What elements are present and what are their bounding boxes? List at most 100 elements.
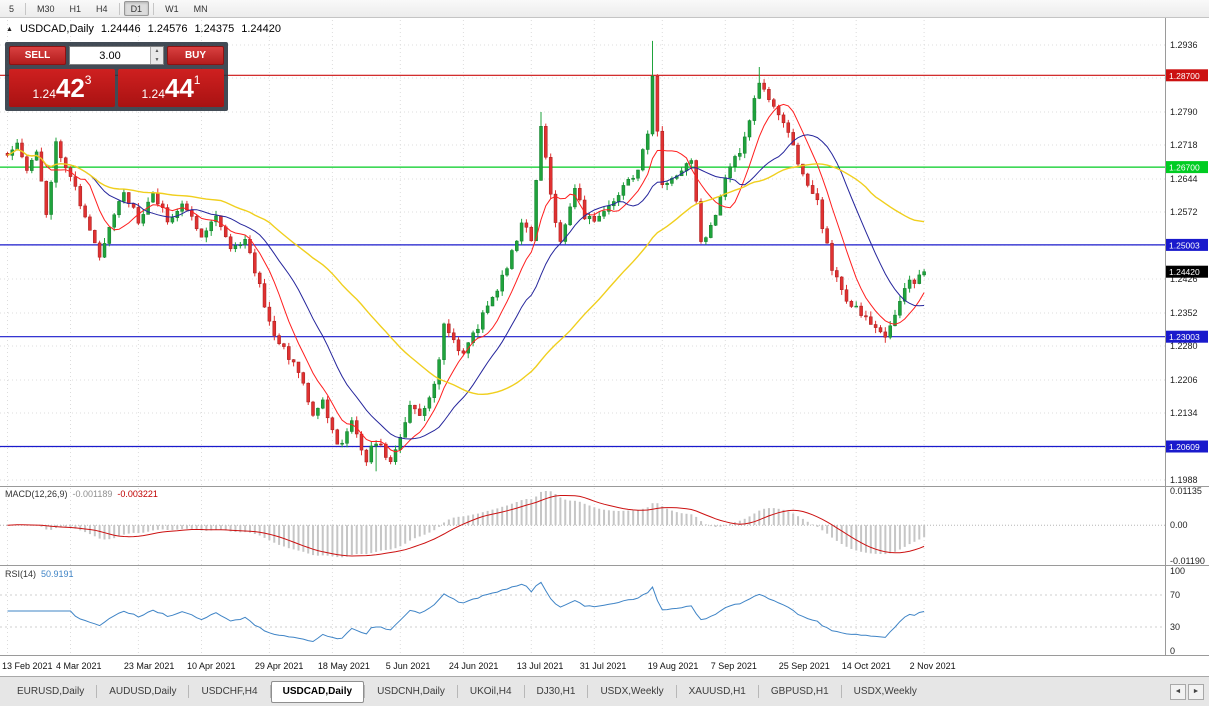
timeframe-button-h4[interactable]: H4 — [89, 1, 115, 16]
toolbar-separator — [25, 2, 27, 15]
price-badge-1-25003: 1.25003 — [1166, 238, 1208, 251]
ma-line-fast — [7, 103, 925, 453]
volume-increase-button[interactable]: ▲ — [154, 48, 160, 54]
svg-text:1.2644: 1.2644 — [1170, 174, 1198, 184]
svg-text:70: 70 — [1170, 590, 1180, 600]
date-label: 31 Jul 2021 — [580, 661, 627, 671]
tab-separator — [757, 685, 759, 698]
date-label: 25 Sep 2021 — [779, 661, 830, 671]
date-label: 23 Mar 2021 — [124, 661, 175, 671]
chart-tab-usdchf-h4-2[interactable]: USDCHF,H4 — [201, 685, 258, 697]
date-label: 13 Feb 2021 — [2, 661, 53, 671]
timeframe-button-h1[interactable]: H1 — [63, 1, 89, 16]
timeframe-button-5[interactable]: 5 — [2, 1, 21, 16]
svg-text:1.2134: 1.2134 — [1170, 408, 1198, 418]
chart-tab-xauusd-h1-8[interactable]: XAUUSD,H1 — [688, 685, 746, 697]
svg-text:0.01135: 0.01135 — [1170, 486, 1202, 496]
chart-title: ▲ USDCAD,Daily 1.24446 1.24576 1.24375 1… — [6, 23, 281, 35]
timeframe-button-w1[interactable]: W1 — [158, 1, 186, 16]
volume-input[interactable] — [70, 47, 150, 64]
svg-text:30: 30 — [1170, 622, 1180, 632]
chart-tab-gbpusd-h1-9[interactable]: GBPUSD,H1 — [770, 685, 829, 697]
current-price-badge: 1.24420 — [1166, 265, 1208, 278]
price-badge-1-23003: 1.23003 — [1166, 330, 1208, 343]
horizontal-level-lines — [0, 74, 1165, 448]
price-chart-canvas[interactable]: 1.29361.28641.27901.27181.26441.25721.25… — [0, 18, 1209, 676]
chart-tab-usdx-weekly-10[interactable]: USDX,Weekly — [853, 685, 917, 697]
volume-decrease-button[interactable]: ▼ — [154, 56, 160, 63]
tab-separator — [840, 685, 842, 698]
ma-line-slow — [7, 148, 925, 396]
svg-text:0.00: 0.00 — [1170, 520, 1188, 530]
tab-separator — [269, 685, 271, 698]
ohlc-close: 1.24420 — [241, 23, 281, 35]
svg-text:1.26700: 1.26700 — [1169, 163, 1200, 173]
chart-tab-usdx-weekly-7[interactable]: USDX,Weekly — [600, 685, 664, 697]
chart-tab-usdcad-daily-3[interactable]: USDCAD,Daily — [270, 680, 365, 703]
rsi-line — [7, 581, 925, 643]
svg-text:1.2936: 1.2936 — [1170, 40, 1198, 50]
date-label: 18 May 2021 — [318, 661, 370, 671]
chart-tab-audusd-daily-1[interactable]: AUDUSD,Daily — [109, 685, 177, 697]
date-label: 10 Apr 2021 — [187, 661, 236, 671]
buy-button[interactable]: BUY — [167, 46, 224, 65]
chart-tab-ukoil-h4-5[interactable]: UKOil,H4 — [469, 685, 512, 697]
chart-tabs-bar: EURUSD,Daily AUDUSD,Daily USDCHF,H4 USDCAD,… — [0, 676, 1209, 706]
buy-price-display[interactable]: 1.24 44 1 — [118, 69, 224, 107]
chart-area[interactable]: 1.29361.28641.27901.27181.26441.25721.25… — [0, 18, 1209, 676]
tabs-scroll-controls: ◄ ► — [1170, 683, 1209, 700]
timeframe-button-d1[interactable]: D1 — [123, 1, 150, 16]
buy-price-sup: 1 — [193, 73, 201, 87]
tab-separator — [523, 685, 525, 698]
collapse-arrow-icon[interactable]: ▲ — [6, 25, 13, 33]
date-label: 29 Apr 2021 — [255, 661, 304, 671]
chart-tab-eurusd-daily-0[interactable]: EURUSD,Daily — [17, 685, 85, 697]
svg-text:1.24420: 1.24420 — [1169, 267, 1200, 277]
price-badge-1-20609: 1.20609 — [1166, 440, 1208, 453]
timeframe-button-m30[interactable]: M30 — [30, 1, 62, 16]
timeframe-button-mn[interactable]: MN — [187, 1, 215, 16]
ohlc-high: 1.24576 — [147, 23, 188, 35]
tab-separator — [675, 685, 677, 698]
svg-text:-0.01190: -0.01190 — [1170, 556, 1205, 566]
buy-price-big: 44 — [164, 73, 194, 103]
toolbar-separator — [153, 2, 155, 15]
date-label: 14 Oct 2021 — [842, 661, 891, 671]
chart-tab-usdcnh-daily-4[interactable]: USDCNH,Daily — [377, 685, 445, 697]
date-label: 19 Aug 2021 — [648, 661, 699, 671]
date-label: 24 Jun 2021 — [449, 661, 499, 671]
svg-text:1.20609: 1.20609 — [1169, 442, 1200, 452]
svg-text:1.28700: 1.28700 — [1169, 71, 1200, 81]
ohlc-low: 1.24375 — [194, 23, 235, 35]
date-axis-labels: 13 Feb 2021 4 Mar 2021 23 Mar 2021 10 Apr 2… — [2, 661, 956, 671]
chart-tab-dj30-h1-6[interactable]: DJ30,H1 — [536, 685, 576, 697]
tabs-scroll-right-icon[interactable]: ► — [1188, 683, 1204, 700]
macd-signal-value: -0.003221 — [117, 489, 158, 499]
svg-text:1.23003: 1.23003 — [1169, 332, 1200, 342]
rsi-name: RSI(14) — [5, 569, 37, 579]
svg-text:1.2572: 1.2572 — [1170, 207, 1198, 217]
macd-indicator-label: MACD(12,26,9) -0.001189 -0.003221 — [5, 489, 158, 499]
tab-separator — [188, 685, 190, 698]
sell-button[interactable]: SELL — [9, 46, 66, 65]
svg-text:1.2206: 1.2206 — [1170, 375, 1198, 385]
svg-text:100: 100 — [1170, 566, 1185, 576]
tab-separator — [456, 685, 458, 698]
date-label: 4 Mar 2021 — [56, 661, 102, 671]
sell-price-display[interactable]: 1.24 42 3 — [9, 69, 115, 107]
svg-text:1.2280: 1.2280 — [1170, 341, 1198, 351]
chart-grid — [0, 20, 1165, 655]
toolbar-separator — [118, 2, 120, 15]
price-badge-1-26700: 1.26700 — [1166, 161, 1208, 174]
ohlc-open: 1.24446 — [100, 23, 141, 35]
tabs-scroll-left-icon[interactable]: ◄ — [1170, 683, 1186, 700]
volume-field[interactable]: ▲ ▼ — [69, 46, 164, 65]
macd-main-value: -0.001189 — [72, 489, 113, 499]
date-label: 7 Sep 2021 — [711, 661, 757, 671]
macd-signal-line — [7, 495, 925, 557]
svg-text:1.25003: 1.25003 — [1169, 240, 1200, 250]
sell-price-sup: 3 — [84, 73, 92, 87]
svg-text:1.1988: 1.1988 — [1170, 475, 1198, 485]
buy-price-prefix: 1.24 — [141, 87, 165, 101]
